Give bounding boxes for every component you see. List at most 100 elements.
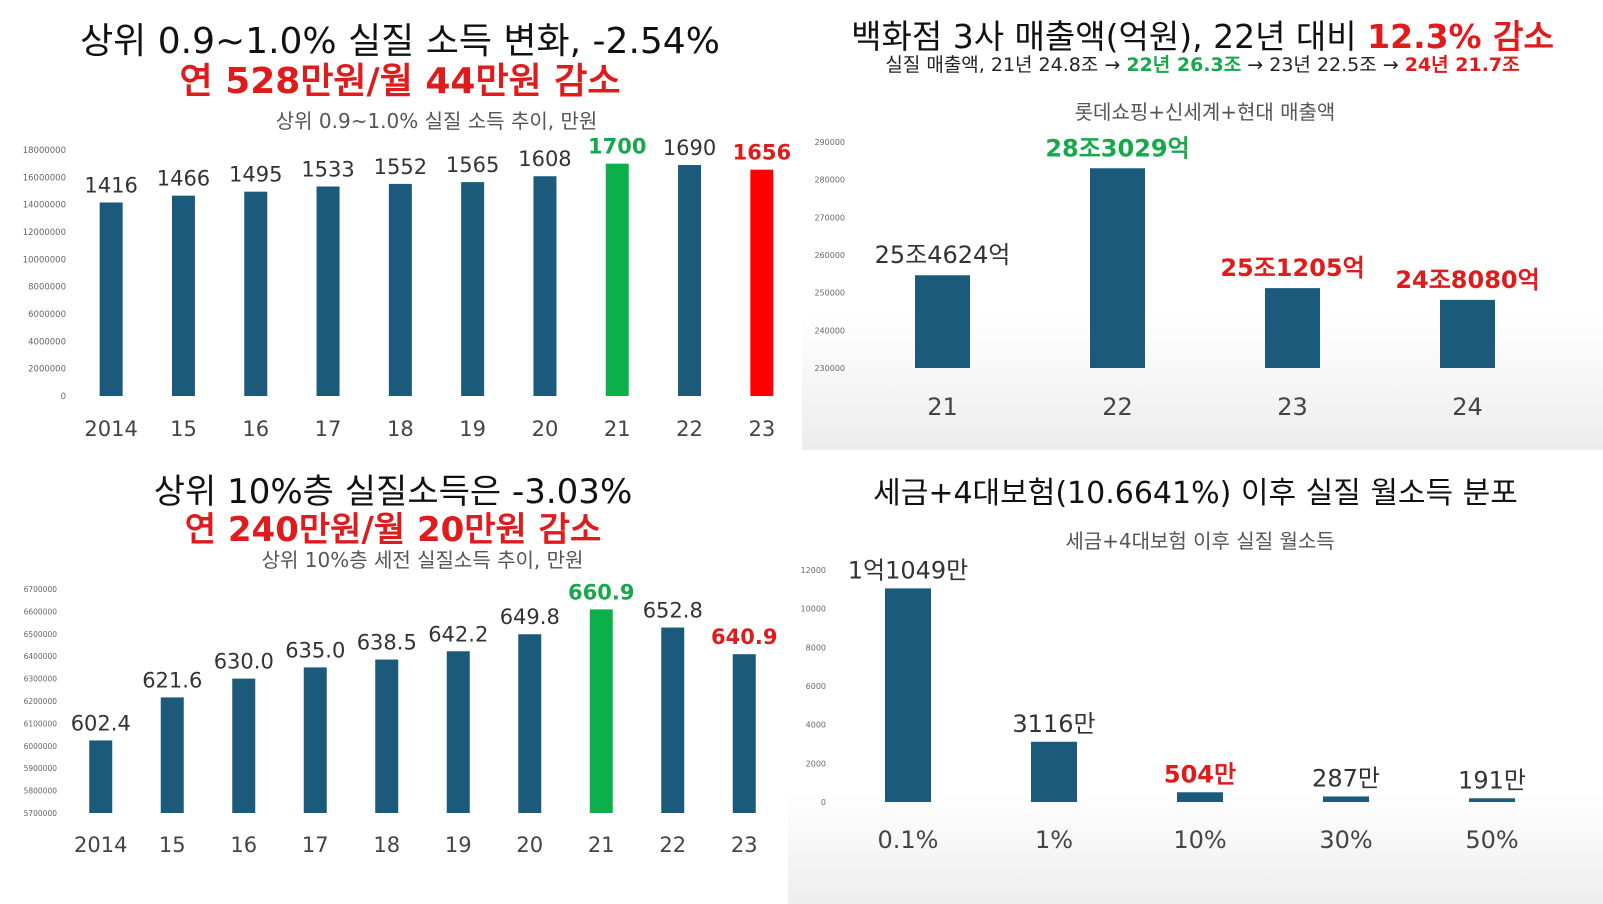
y-tick-label: 290000 xyxy=(814,138,845,147)
x-tick-label: 17 xyxy=(302,833,329,857)
data-label: 638.5 xyxy=(357,631,417,655)
y-tick-label: 14000000 xyxy=(23,201,66,211)
y-tick-label: 6200000 xyxy=(24,697,58,706)
y-tick-label: 6600000 xyxy=(24,607,58,616)
bar-chart: 상위 10%층 세전 실질소득 추이, 만원 5700000 5800000 5900… xyxy=(24,548,778,857)
y-tick-label: 0 xyxy=(61,392,66,402)
y-tick-label: 4000 xyxy=(806,721,826,730)
y-tick-label: 6000000 xyxy=(28,310,66,320)
x-tick-label: 19 xyxy=(459,417,486,441)
x-tick-label: 22 xyxy=(676,417,703,441)
data-label: 3116만 xyxy=(1012,710,1095,738)
y-tick-label: 12000000 xyxy=(23,228,66,238)
y-tick-label: 230000 xyxy=(814,364,845,373)
y-tick-label: 6400000 xyxy=(24,652,58,661)
y-tick-label: 16000000 xyxy=(23,173,66,183)
x-tick-label: 18 xyxy=(387,417,414,441)
x-tick-label: 23 xyxy=(748,417,775,441)
y-tick-label: 6000 xyxy=(806,682,826,691)
bar xyxy=(1031,741,1077,802)
y-tick-label: 10000 xyxy=(801,605,826,614)
chart-panel-bottom-right: 세금+4대보험(10.6641%) 이후 실질 월소득 분포 세금+4대보험 이… xyxy=(788,456,1603,904)
note-part-red: 24년 21.7조 xyxy=(1404,54,1520,76)
bar xyxy=(1265,288,1320,368)
x-tick-label: 2014 xyxy=(74,833,127,857)
bar xyxy=(160,697,184,813)
chart-title: 롯데쇼핑+신세계+현대 매출액 xyxy=(1075,100,1336,124)
bar xyxy=(533,176,557,396)
bar xyxy=(232,678,256,813)
y-tick-label: 6700000 xyxy=(24,585,58,594)
data-label: 602.4 xyxy=(71,711,131,735)
y-tick-label: 6000000 xyxy=(24,742,58,751)
panel-subtitle: 연 528만원/월 44만원 감소 xyxy=(179,61,621,102)
bar-chart: 세금+4대보험 이후 실질 월소득 0 2000 4000 6000 8000 10000 1… xyxy=(801,529,1526,854)
data-label: 191만 xyxy=(1458,766,1526,794)
y-tick-label: 240000 xyxy=(814,326,845,335)
chart-title: 상위 0.9~1.0% 실질 소득 추이, 만원 xyxy=(276,109,598,133)
x-tick-label: 30% xyxy=(1319,826,1372,854)
x-tick-label: 24 xyxy=(1452,393,1483,421)
x-tick-label: 0.1% xyxy=(878,826,939,854)
data-label: 1552 xyxy=(374,155,427,179)
x-tick-label: 17 xyxy=(315,417,342,441)
data-label: 635.0 xyxy=(285,638,345,662)
y-tick-label: 6100000 xyxy=(24,719,58,728)
bar xyxy=(750,169,774,396)
x-tick-label: 1% xyxy=(1035,826,1073,854)
data-label: 1억1049만 xyxy=(848,556,969,584)
x-tick-label: 2014 xyxy=(84,417,137,441)
bar xyxy=(89,740,113,813)
chart-title: 상위 10%층 세전 실질소득 추이, 만원 xyxy=(262,548,584,572)
x-tick-label: 15 xyxy=(159,833,186,857)
data-label: 1690 xyxy=(663,136,716,160)
panel-title: 세금+4대보험(10.6641%) 이후 실질 월소득 분포 xyxy=(873,476,1518,511)
data-label: 25조1205억 xyxy=(1220,254,1364,282)
data-label: 1700 xyxy=(588,135,646,159)
bar xyxy=(732,654,756,813)
chart-title: 세금+4대보험 이후 실질 월소득 xyxy=(1065,529,1334,553)
y-tick-label: 5900000 xyxy=(24,764,58,773)
data-label: 621.6 xyxy=(142,668,202,692)
bar xyxy=(1090,168,1145,368)
x-tick-label: 23 xyxy=(731,833,758,857)
bar-chart: 롯데쇼핑+신세계+현대 매출액 230000 240000 250000 260000 2… xyxy=(814,100,1539,421)
data-label: 649.8 xyxy=(500,605,560,629)
bar xyxy=(388,183,412,396)
y-tick-label: 12000 xyxy=(801,566,826,575)
y-tick-label: 260000 xyxy=(814,251,845,260)
y-tick-label: 5800000 xyxy=(24,787,58,796)
y-tick-label: 270000 xyxy=(814,213,845,222)
bar-chart: 상위 0.9~1.0% 실질 소득 추이, 만원 0 2000000 4000000 6… xyxy=(23,109,791,441)
bar xyxy=(1323,796,1369,802)
x-tick-label: 20 xyxy=(532,417,559,441)
chart-panel-bottom-left: 상위 10%층 실질소득은 -3.03% 연 240만원/월 20만원 감소 상… xyxy=(0,456,786,904)
bar xyxy=(303,667,327,813)
bar xyxy=(244,191,268,396)
x-tick-label: 16 xyxy=(242,417,269,441)
y-tick-label: 18000000 xyxy=(23,146,66,156)
bar xyxy=(375,659,399,813)
y-tick-label: 250000 xyxy=(814,289,845,298)
bar xyxy=(99,202,123,396)
x-tick-label: 22 xyxy=(659,833,686,857)
y-tick-label: 2000000 xyxy=(28,365,66,375)
bar xyxy=(885,588,931,802)
data-label: 1533 xyxy=(301,157,354,181)
x-tick-label: 21 xyxy=(588,833,615,857)
x-tick-label: 23 xyxy=(1277,393,1308,421)
data-label: 1608 xyxy=(518,147,571,171)
data-label: 652.8 xyxy=(643,599,703,623)
note-part: 실질 매출액, 21년 24.8조 → xyxy=(885,54,1127,76)
x-tick-label: 21 xyxy=(604,417,631,441)
bar xyxy=(1440,299,1495,368)
y-tick-label: 5700000 xyxy=(24,809,58,818)
panel-title: 백화점 3사 매출액(억원), 22년 대비 12.3% 감소 xyxy=(802,10,1603,58)
panel-title-main: 백화점 3사 매출액(억원), 22년 대비 xyxy=(851,17,1368,56)
y-tick-label: 0 xyxy=(821,798,826,807)
x-tick-label: 22 xyxy=(1102,393,1133,421)
data-label: 660.9 xyxy=(568,580,634,604)
data-label: 1416 xyxy=(84,173,137,197)
chart-panel-top-right: 백화점 3사 매출액(억원), 22년 대비 12.3% 감소 실질 매출액, … xyxy=(802,0,1603,450)
panel-note: 실질 매출액, 21년 24.8조 → 22년 26.3조 → 23년 22.5… xyxy=(802,50,1603,77)
